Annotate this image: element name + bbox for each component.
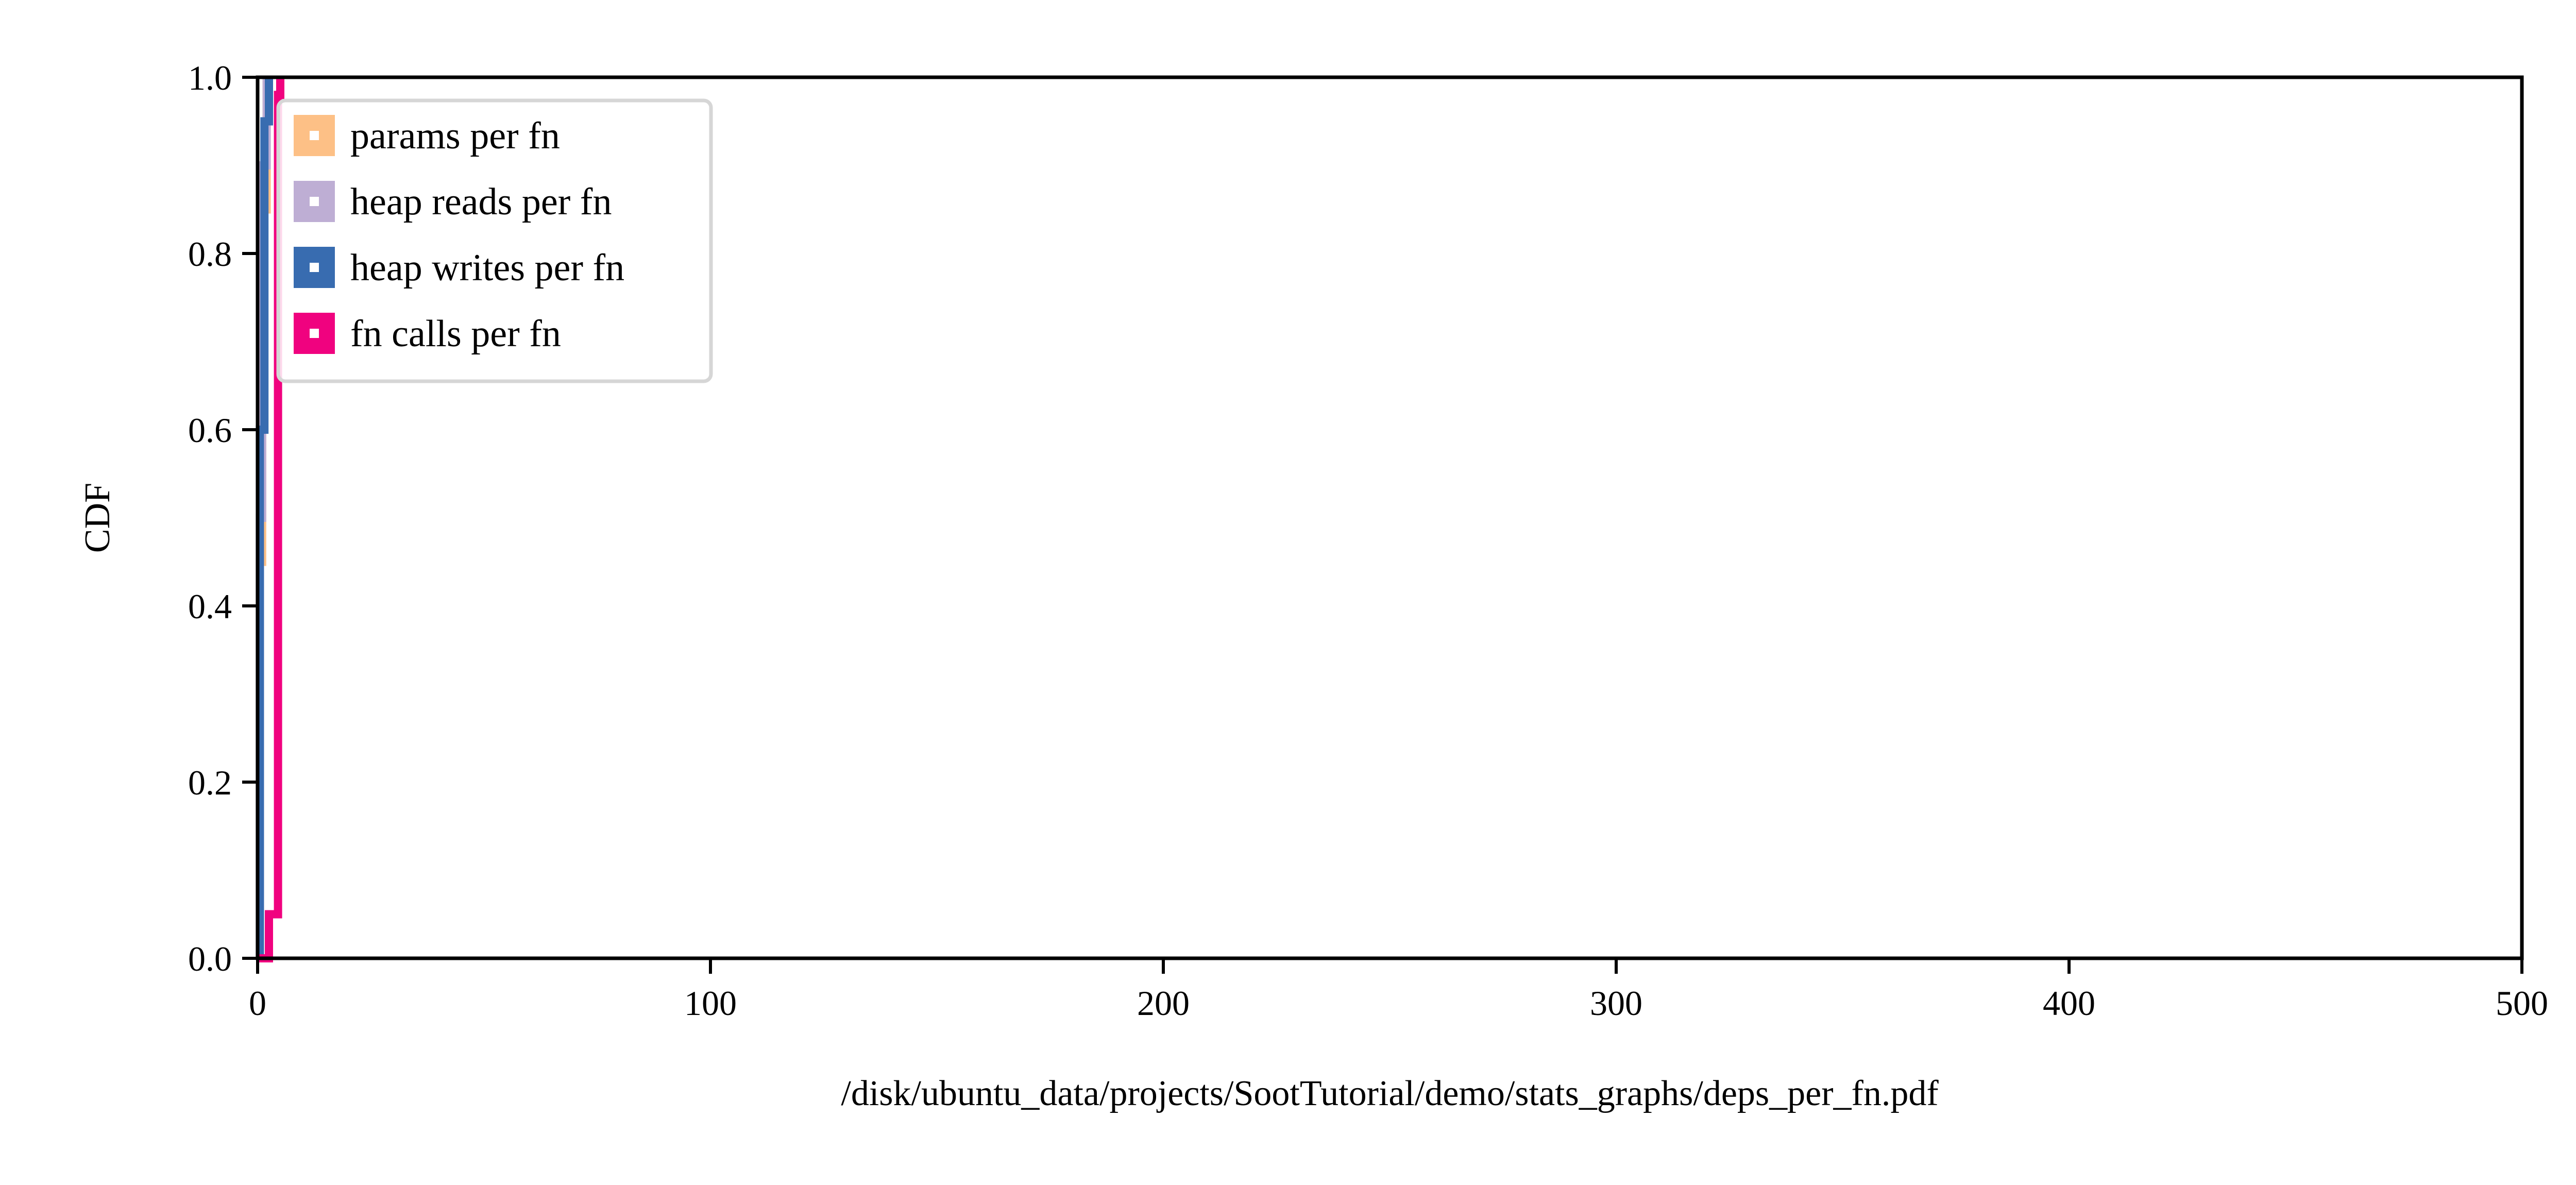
legend-swatch-marker xyxy=(310,329,319,338)
x-axis-label: /disk/ubuntu_data/projects/SootTutorial/… xyxy=(841,1074,1939,1113)
legend-swatch-marker xyxy=(310,131,319,140)
y-tick-label: 0.8 xyxy=(188,234,232,274)
x-tick-label: 500 xyxy=(2496,984,2548,1023)
legend-entry-label-0: params per fn xyxy=(350,115,560,157)
legend-swatch-marker xyxy=(310,197,319,206)
y-axis-ticks: 0.0 0.2 0.4 0.6 0.8 1.0 xyxy=(188,58,258,978)
legend-frame xyxy=(276,98,713,383)
legend-entry-label-2: heap writes per fn xyxy=(350,247,624,289)
x-tick-label: 400 xyxy=(2043,984,2095,1023)
x-tick-label: 200 xyxy=(1137,984,1190,1023)
x-tick-label: 0 xyxy=(249,984,266,1023)
legend-swatch-marker xyxy=(310,263,319,272)
plot-frame xyxy=(256,75,2524,960)
legend-entry-label-3: fn calls per fn xyxy=(350,313,561,355)
y-tick-label: 0.2 xyxy=(188,763,232,802)
y-tick-label: 0.6 xyxy=(188,411,232,450)
y-tick-label: 0.0 xyxy=(188,939,232,978)
y-tick-label: 1.0 xyxy=(188,58,232,97)
x-tick-label: 100 xyxy=(684,984,737,1023)
x-axis-ticks: 0 100 200 300 400 500 xyxy=(249,958,2548,1023)
x-tick-label: 300 xyxy=(1590,984,1642,1023)
legend-entry-label-1: heap reads per fn xyxy=(350,181,612,223)
y-axis-label: CDF xyxy=(78,483,117,553)
legend: params per fn heap reads per fn heap write… xyxy=(276,98,713,383)
y-tick-label: 0.4 xyxy=(188,587,232,626)
